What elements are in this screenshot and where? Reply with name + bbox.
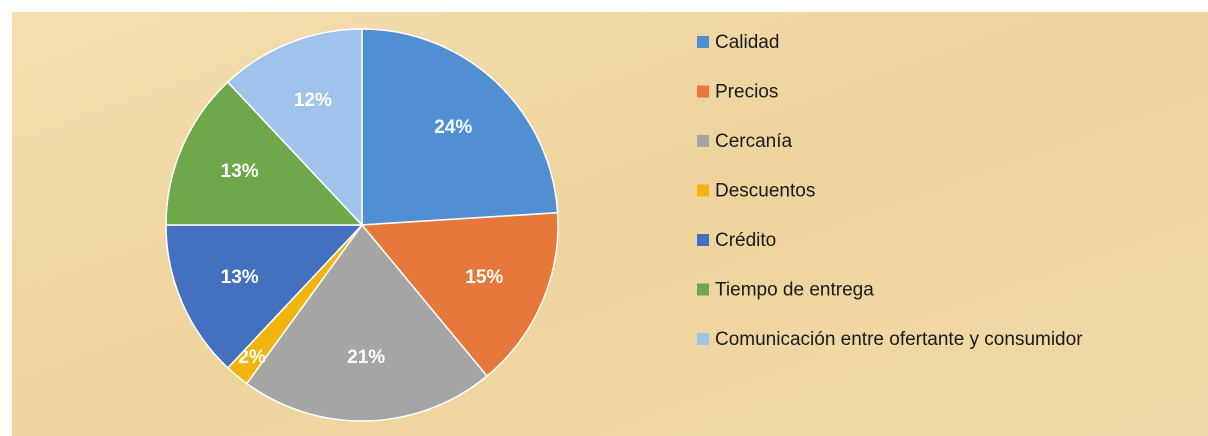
legend: Calidad Precios Cercanía Descuentos Crédito T…	[697, 32, 1083, 350]
legend-label: Precios	[715, 82, 778, 103]
legend-swatch	[697, 135, 709, 147]
legend-label: Calidad	[715, 32, 779, 53]
data-label: 24%	[434, 117, 472, 138]
pie-slice	[245, 223, 488, 422]
data-label: 13%	[221, 267, 259, 288]
legend-swatch	[697, 283, 709, 296]
legend-swatch	[697, 85, 709, 98]
pie-slice	[165, 224, 364, 369]
pie: 24% 15% 21% 2% 13% 13% 12%	[165, 28, 559, 422]
legend-swatch	[697, 36, 709, 48]
data-label: 2%	[238, 347, 266, 368]
data-label: 21%	[347, 347, 385, 368]
data-label: 15%	[465, 267, 503, 288]
pie-slice	[165, 81, 364, 226]
pie-slice	[226, 28, 363, 227]
pie-slice	[360, 211, 559, 378]
legend-swatch	[697, 333, 709, 345]
legend-label: Comunicación entre ofertante y consumido…	[715, 329, 1083, 350]
legend-label: Crédito	[715, 230, 776, 251]
pie-slice	[361, 28, 559, 226]
data-label: 12%	[294, 90, 332, 111]
data-label: 13%	[221, 161, 259, 182]
legend-label: Cercanía	[715, 131, 793, 152]
legend-swatch	[697, 184, 709, 197]
legend-label: Descuentos	[715, 181, 815, 202]
legend-swatch	[697, 234, 709, 246]
legend-label: Tiempo de entrega	[715, 280, 874, 301]
